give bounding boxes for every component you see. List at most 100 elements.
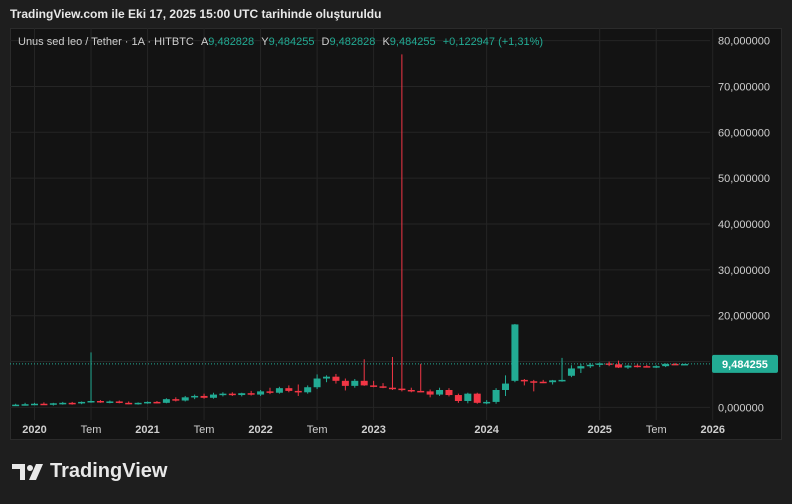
candle-body	[266, 391, 274, 393]
candle[interactable]	[511, 323, 519, 383]
candle[interactable]	[134, 402, 142, 405]
tradingview-brand[interactable]: TradingView	[12, 460, 167, 483]
candle-body	[12, 404, 20, 407]
candle[interactable]	[313, 374, 321, 390]
candle-body	[21, 404, 29, 406]
candle[interactable]	[153, 400, 161, 404]
candle-body	[78, 401, 86, 404]
x-tick-label: Tem	[646, 424, 667, 436]
candle[interactable]	[567, 365, 575, 378]
candle[interactable]	[370, 380, 378, 388]
candle-body	[68, 402, 76, 405]
candle-body	[294, 390, 302, 393]
candle[interactable]	[539, 379, 547, 384]
candle[interactable]	[228, 392, 236, 396]
candle[interactable]	[125, 401, 133, 405]
candle[interactable]	[407, 387, 415, 393]
candle[interactable]	[12, 403, 20, 407]
candle[interactable]	[181, 395, 189, 402]
y-tick-label: 80,000000	[718, 36, 770, 48]
candle[interactable]	[615, 360, 623, 368]
candle[interactable]	[549, 379, 557, 385]
candle-body	[624, 365, 632, 368]
candle[interactable]	[662, 363, 670, 368]
candle[interactable]	[238, 392, 246, 397]
candle-body	[332, 376, 340, 381]
candle[interactable]	[323, 375, 331, 383]
candle[interactable]	[144, 401, 152, 404]
candle[interactable]	[596, 362, 604, 368]
candle[interactable]	[388, 356, 396, 390]
candle[interactable]	[464, 392, 472, 404]
candle[interactable]	[257, 389, 265, 396]
candle[interactable]	[360, 359, 368, 386]
candle[interactable]	[426, 389, 434, 398]
candle[interactable]	[87, 352, 95, 403]
candle[interactable]	[275, 386, 283, 394]
candle-body	[530, 381, 538, 383]
candle[interactable]	[680, 363, 688, 366]
candle[interactable]	[652, 365, 660, 368]
candlestick-chart[interactable]: 0,00000010,00000020,00000030,00000040,00…	[10, 28, 782, 440]
candle[interactable]	[59, 401, 67, 405]
candle[interactable]	[605, 361, 613, 367]
candle[interactable]	[209, 392, 217, 399]
candle[interactable]	[21, 402, 29, 406]
candle[interactable]	[40, 402, 48, 406]
candle[interactable]	[586, 362, 594, 368]
candle-body	[341, 380, 349, 386]
candle-body	[483, 401, 491, 404]
candle[interactable]	[633, 363, 641, 368]
candle[interactable]	[417, 363, 425, 393]
candle-body	[473, 393, 481, 403]
candle[interactable]	[219, 392, 227, 397]
candle[interactable]	[332, 373, 340, 384]
candle[interactable]	[473, 392, 481, 404]
candle[interactable]	[96, 400, 104, 403]
candle[interactable]	[68, 401, 76, 405]
candle-body	[304, 387, 312, 393]
candle[interactable]	[31, 402, 38, 406]
candle[interactable]	[558, 357, 566, 382]
x-tick-label: 2021	[135, 424, 159, 436]
candle-body	[426, 391, 434, 395]
candle[interactable]	[577, 363, 585, 374]
candle[interactable]	[247, 390, 255, 396]
candle[interactable]	[78, 401, 86, 405]
candle[interactable]	[294, 384, 302, 396]
candle-body	[351, 380, 359, 386]
candle[interactable]	[304, 385, 312, 394]
candle[interactable]	[483, 400, 491, 405]
candle[interactable]	[643, 364, 651, 368]
candle[interactable]	[398, 54, 406, 392]
brand-name: TradingView	[50, 460, 168, 482]
candle[interactable]	[492, 388, 500, 404]
candle[interactable]	[191, 394, 199, 400]
y-tick-label: 20,000000	[718, 311, 770, 323]
candle[interactable]	[445, 388, 453, 397]
candle[interactable]	[49, 402, 57, 406]
candle[interactable]	[379, 383, 387, 389]
x-tick-label: Tem	[81, 424, 102, 436]
candle[interactable]	[530, 379, 538, 392]
candle-body	[275, 388, 283, 393]
candle[interactable]	[172, 397, 180, 402]
candle[interactable]	[436, 387, 444, 396]
candle[interactable]	[200, 393, 208, 399]
candle[interactable]	[520, 378, 528, 386]
candle[interactable]	[162, 398, 170, 404]
candle[interactable]	[106, 400, 114, 404]
change-value: +0,122947 (+1,31%)	[442, 36, 544, 48]
candle[interactable]	[115, 400, 123, 404]
candle[interactable]	[502, 375, 509, 396]
candle[interactable]	[351, 378, 359, 388]
y-tick-label: 70,000000	[718, 81, 770, 93]
candle-body	[596, 363, 604, 365]
candle[interactable]	[454, 393, 462, 403]
candle[interactable]	[341, 378, 349, 391]
candle[interactable]	[285, 385, 293, 393]
candle[interactable]	[671, 362, 679, 366]
candle-body	[200, 395, 208, 398]
candle[interactable]	[624, 364, 632, 369]
candle[interactable]	[266, 387, 274, 395]
